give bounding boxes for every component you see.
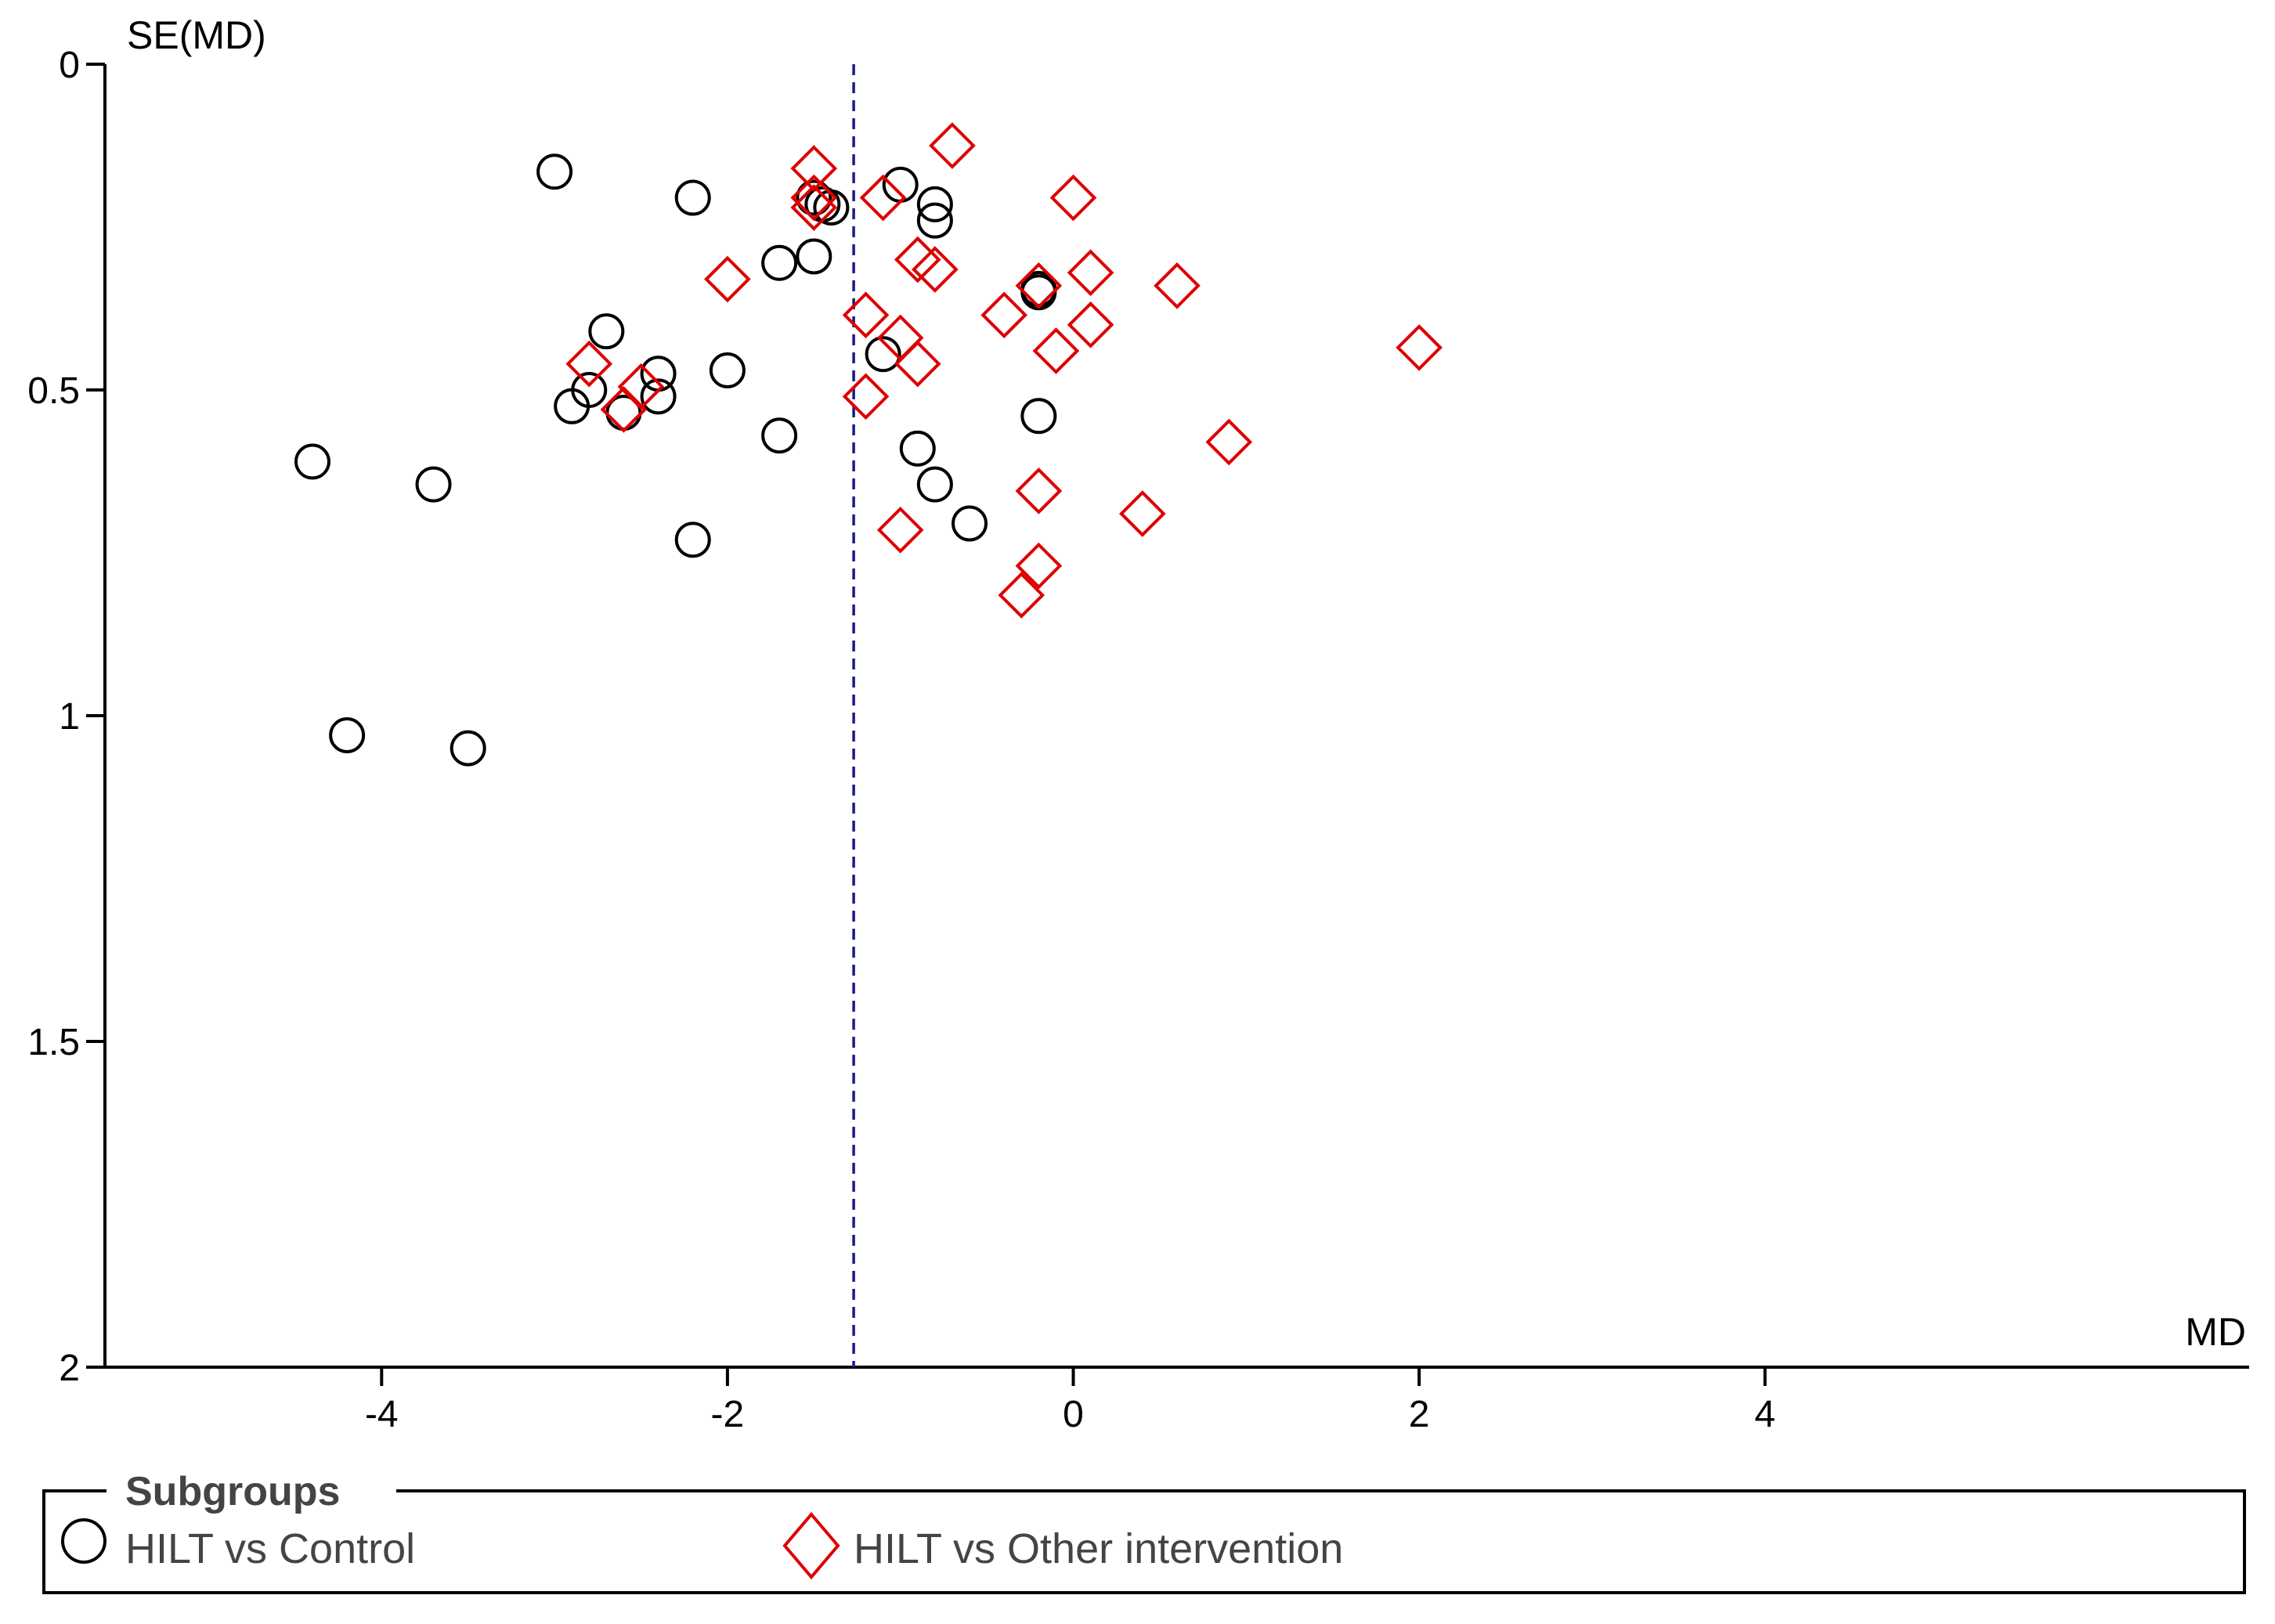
control-study-point — [761, 244, 798, 281]
other-intervention-study-point — [1119, 490, 1166, 537]
other-intervention-study-point — [1154, 262, 1201, 309]
other-intervention-study-point — [1396, 324, 1443, 371]
other-intervention-study-point — [859, 174, 907, 222]
control-study-point — [796, 238, 832, 275]
control-study-point — [899, 430, 936, 467]
control-study-point — [588, 313, 625, 350]
other-intervention-study-point — [1032, 327, 1080, 374]
other-intervention-study-point — [876, 507, 924, 554]
control-study-point — [796, 179, 832, 216]
y-tick-label: 0.5 — [27, 370, 80, 412]
other-intervention-study-point — [1067, 301, 1114, 348]
other-intervention-study-point — [980, 291, 1028, 339]
data-points — [294, 122, 1443, 767]
other-intervention-study-point — [1067, 249, 1114, 297]
legend-box — [42, 1489, 2246, 1594]
legend-title-background — [107, 1464, 396, 1511]
other-intervention-study-point — [790, 174, 838, 222]
other-intervention-study-point — [565, 340, 613, 388]
control-study-point — [916, 186, 953, 222]
x-tick-label: 2 — [1409, 1394, 1430, 1435]
control-study-point — [294, 443, 330, 480]
y-tick-label: 2 — [59, 1348, 80, 1389]
y-axis-ticks: 0 0.5 1 1.5 2 — [27, 45, 105, 1389]
other-intervention-study-point — [929, 122, 976, 169]
x-axis-ticks: -4 -2 0 2 4 — [365, 1367, 1775, 1435]
legend-label-hilt-vs-control: HILT vs Control — [125, 1525, 415, 1572]
control-study-point — [761, 417, 798, 454]
control-study-point — [554, 388, 590, 424]
control-study-point — [674, 179, 711, 216]
x-tick-label: -2 — [711, 1394, 745, 1435]
other-intervention-study-point — [912, 246, 959, 293]
other-intervention-study-point — [704, 255, 751, 303]
y-tick-label: 1.5 — [27, 1022, 80, 1063]
y-axis-title: SE(MD) — [127, 13, 266, 57]
other-intervention-study-point — [842, 291, 890, 339]
other-intervention-study-point — [842, 373, 890, 420]
x-tick-label: 0 — [1063, 1394, 1084, 1435]
control-study-point — [952, 505, 988, 542]
other-intervention-study-point — [1015, 467, 1063, 514]
legend-label-hilt-vs-other-intervention: HILT vs Other intervention — [854, 1525, 1343, 1572]
control-study-point — [674, 521, 711, 558]
other-intervention-study-point — [1205, 418, 1253, 466]
control-study-point — [640, 378, 677, 415]
legend-circle-marker — [61, 1518, 107, 1564]
control-study-point — [415, 466, 452, 503]
other-intervention-study-point — [998, 572, 1045, 619]
x-tick-label: 4 — [1754, 1394, 1775, 1435]
other-intervention-study-point — [600, 386, 648, 433]
control-study-point — [329, 716, 366, 753]
x-axis-title: MD — [2185, 1310, 2246, 1354]
control-study-point — [1020, 398, 1057, 435]
other-intervention-study-point — [1015, 262, 1063, 309]
control-study-point — [709, 352, 746, 389]
legend-diamond-marker — [782, 1511, 840, 1580]
control-study-point — [813, 189, 850, 226]
control-study-point — [916, 202, 953, 239]
other-intervention-study-point — [1015, 542, 1063, 590]
y-tick-label: 0 — [59, 45, 80, 86]
control-study-point — [450, 730, 486, 767]
legend: Subgroups HILT vs Control HILT vs Other … — [42, 1464, 2246, 1594]
control-study-point — [536, 153, 573, 190]
control-study-point — [865, 336, 901, 373]
other-intervention-study-point — [790, 145, 838, 192]
y-tick-label: 1 — [59, 696, 80, 738]
legend-title: Subgroups — [125, 1469, 340, 1514]
other-intervention-study-point — [790, 184, 838, 231]
x-tick-label: -4 — [365, 1394, 399, 1435]
other-intervention-study-point — [894, 340, 941, 388]
control-study-point — [916, 466, 953, 503]
other-intervention-study-point — [1049, 174, 1097, 222]
